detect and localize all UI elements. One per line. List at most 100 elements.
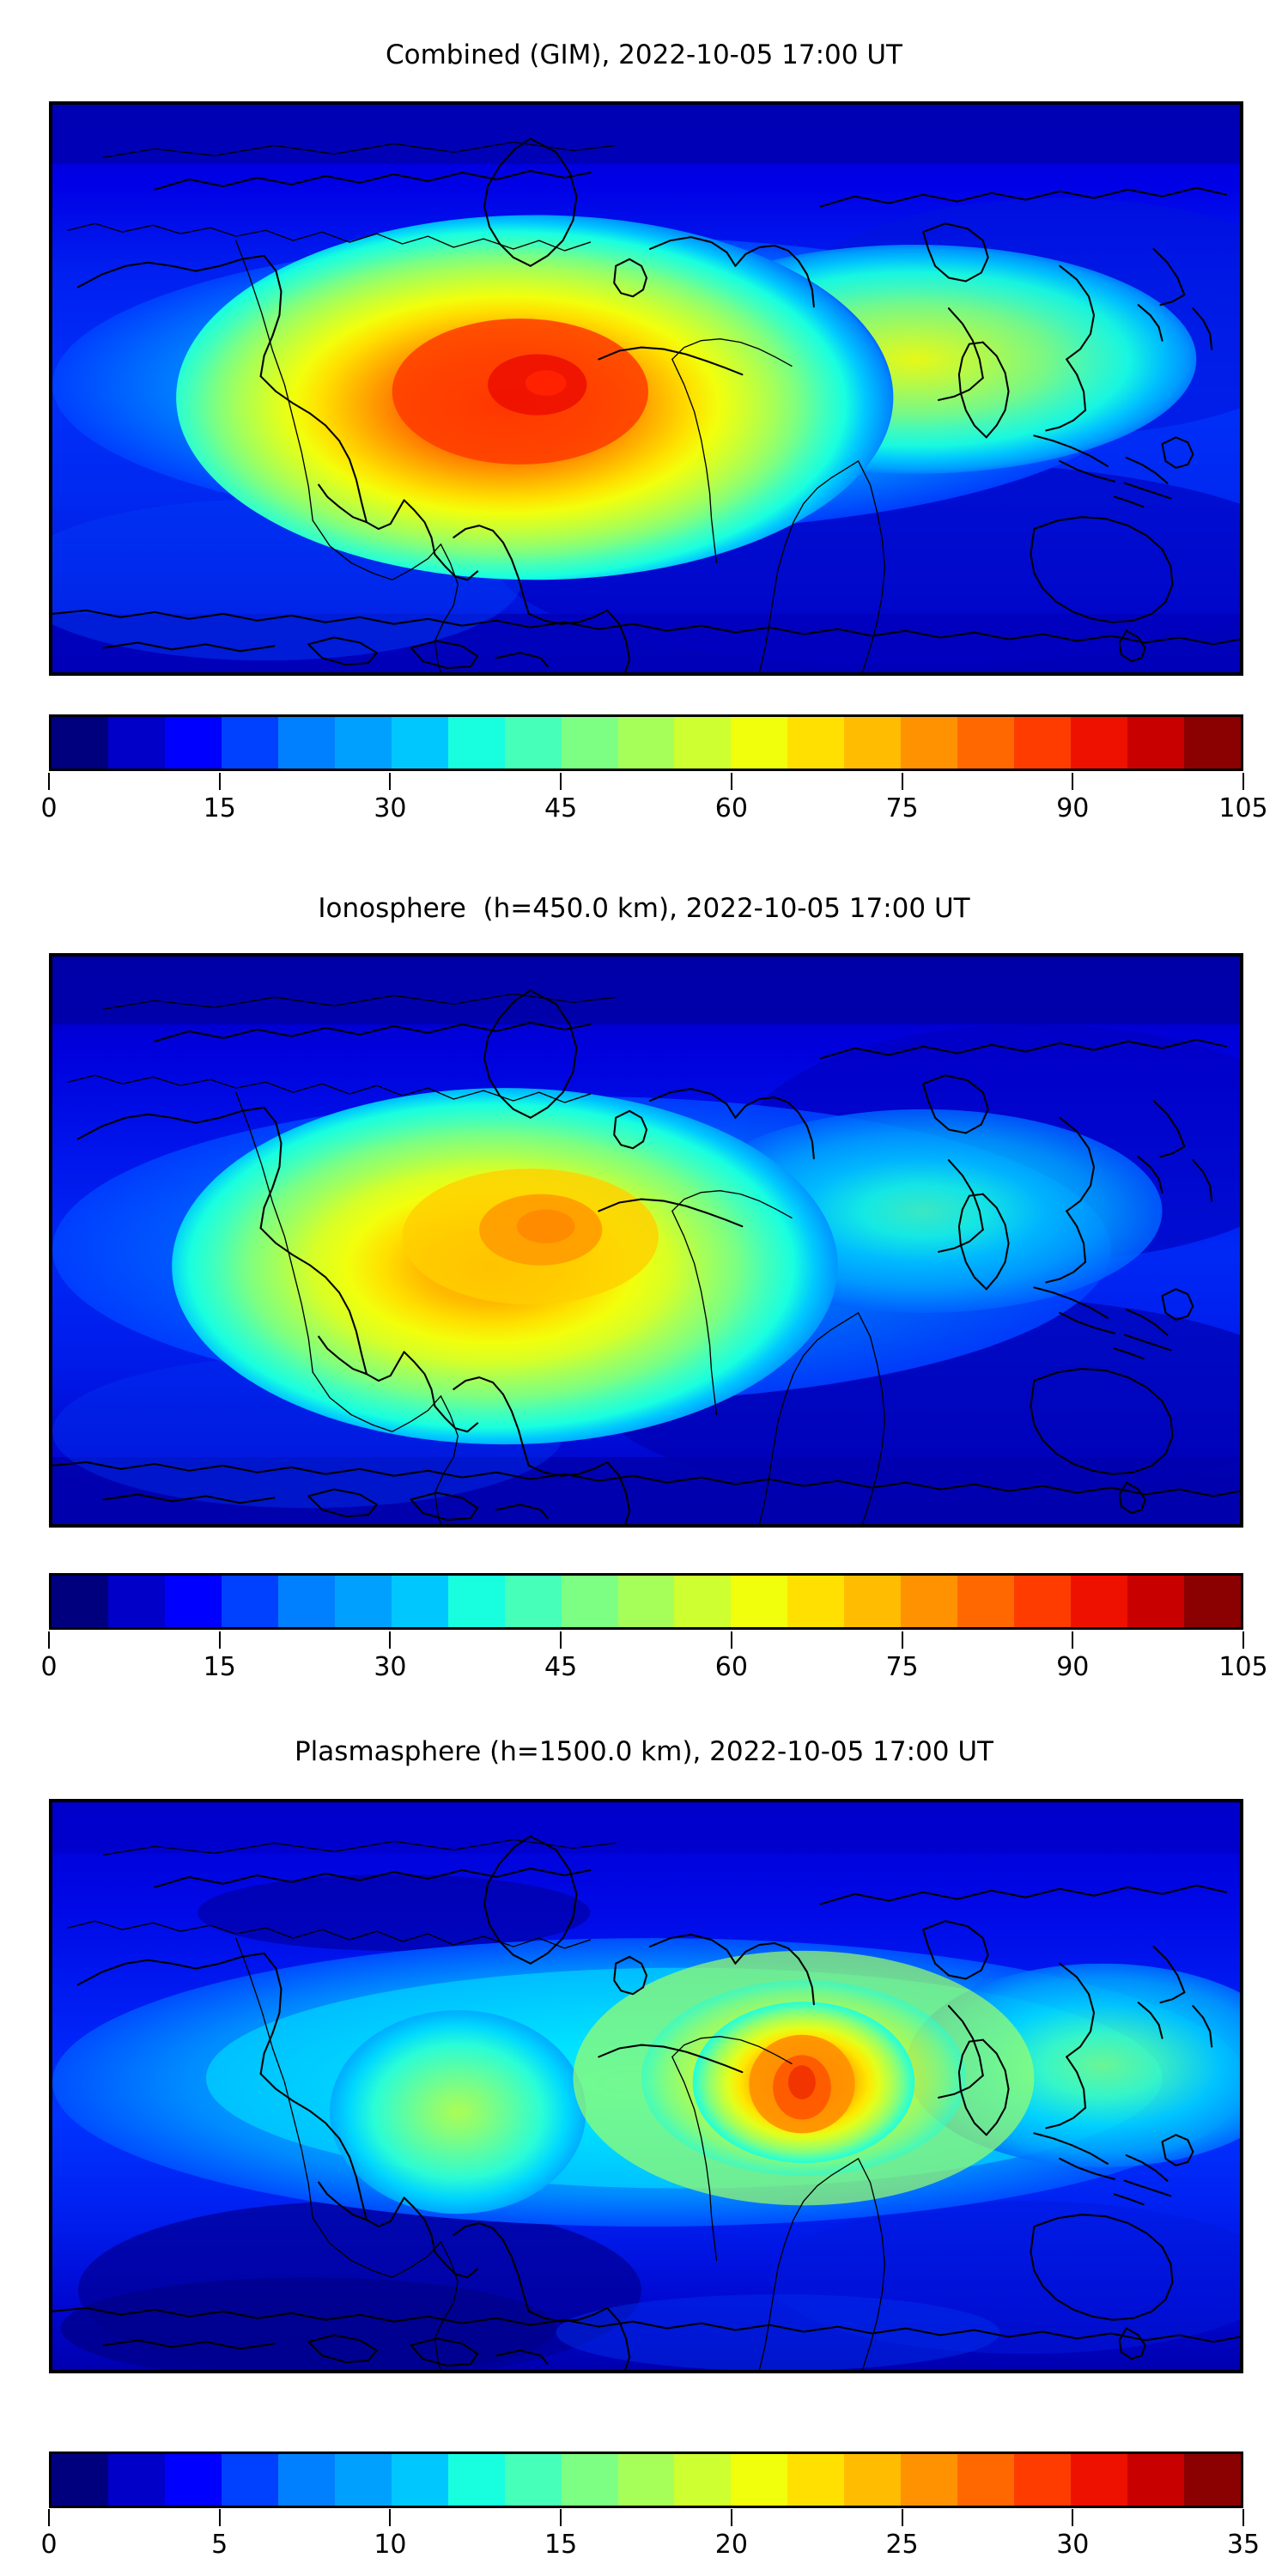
panel-title-ionosphere: Ionosphere (h=450.0 km), 2022-10-05 17:0…	[318, 893, 970, 924]
panel-title-combined: Combined (GIM), 2022-10-05 17:00 UT	[386, 39, 902, 70]
colorbar-tick-3	[560, 2509, 562, 2526]
colorbar-tick-5	[901, 2509, 903, 2526]
colorbar-segment-3	[221, 2454, 278, 2506]
colorbar-tick-label-4: 20	[714, 2530, 748, 2560]
map-canvas-combined	[52, 105, 1240, 672]
colorbar-tick-0	[48, 1631, 50, 1649]
colorbar-tick-label-3: 45	[544, 793, 578, 823]
colorbar-segment-18	[1071, 2454, 1128, 2506]
colorbar-tick-0	[48, 2509, 50, 2526]
colorbar-tick-label-2: 30	[374, 1652, 407, 1682]
colorbar-segment-10	[617, 717, 675, 769]
colorbar-ticks-plasmasphere	[48, 2509, 1244, 2528]
colorbar-segment-8	[504, 717, 562, 769]
colorbar-tick-4	[730, 1631, 732, 1649]
panel-title-plasmasphere: Plasmasphere (h=1500.0 km), 2022-10-05 1…	[294, 1736, 993, 1767]
colorbar-labels-plasmasphere: 0 5 10 15 20 25 30 35	[0, 2530, 1288, 2564]
colorbar-tick-2	[389, 1631, 392, 1649]
colorbar-segment-7	[447, 1576, 505, 1627]
colorbar-tick-7	[1242, 1631, 1244, 1649]
colorbar-tick-label-4: 60	[714, 1652, 748, 1682]
colorbar-segment-4	[277, 717, 335, 769]
colorbar-ionosphere	[49, 1573, 1243, 1630]
colorbar-segment-4	[277, 2454, 335, 2506]
coastlines-detail-plasmasphere	[52, 1835, 1240, 2370]
colorbar-segment-8	[504, 1576, 562, 1627]
colorbar-labels-combined: 0 15 30 45 60 75 90 105	[0, 793, 1288, 828]
colorbar-tick-1	[218, 2509, 221, 2526]
colorbar-segment-18	[1071, 717, 1128, 769]
colorbar-segment-10	[617, 2454, 675, 2506]
colorbar-segment-5	[334, 2454, 392, 2506]
colorbar-tick-label-0: 0	[40, 793, 58, 823]
colorbar-bar-ionosphere	[49, 1573, 1243, 1630]
colorbar-segment-20	[1184, 2454, 1242, 2506]
colorbar-tick-3	[560, 1631, 562, 1649]
coastlines-detail-ionosphere	[52, 989, 1240, 1524]
colorbar-bar-plasmasphere	[49, 2451, 1243, 2508]
map-canvas-ionosphere	[52, 957, 1240, 1524]
colorbar-tick-1	[218, 1631, 221, 1649]
colorbar-segment-16	[957, 2454, 1015, 2506]
colorbar-tick-2	[389, 2509, 392, 2526]
colorbar-cells-ionosphere	[52, 1576, 1242, 1627]
colorbar-tick-7	[1242, 773, 1244, 790]
colorbar-tick-label-0: 0	[40, 1652, 58, 1682]
colorbar-segment-13	[787, 1576, 845, 1627]
colorbar-tick-label-1: 15	[203, 1652, 236, 1682]
colorbar-ticks-combined	[48, 773, 1244, 792]
colorbar-tick-6	[1072, 773, 1074, 790]
colorbar-segment-2	[164, 1576, 222, 1627]
colorbar-segment-6	[391, 717, 448, 769]
colorbar-tick-label-2: 10	[374, 2530, 407, 2560]
colorbar-segment-14	[844, 717, 902, 769]
colorbar-segment-7	[447, 717, 505, 769]
colorbar-segment-0	[52, 717, 108, 769]
colorbar-segment-16	[957, 1576, 1015, 1627]
colorbar-segment-11	[674, 1576, 732, 1627]
colorbar-segment-15	[901, 2454, 958, 2506]
colorbar-segment-19	[1127, 717, 1185, 769]
colorbar-segment-11	[674, 717, 732, 769]
colorbar-segment-12	[731, 2454, 788, 2506]
colorbar-segment-3	[221, 717, 278, 769]
colorbar-segment-17	[1014, 717, 1072, 769]
colorbar-tick-label-1: 15	[203, 793, 236, 823]
colorbar-segment-1	[107, 2454, 165, 2506]
colorbar-tick-3	[560, 773, 562, 790]
colorbar-tick-7	[1242, 2509, 1244, 2526]
colorbar-tick-label-5: 75	[885, 793, 919, 823]
colorbar-segment-1	[107, 717, 165, 769]
colorbar-segment-2	[164, 717, 222, 769]
colorbar-tick-label-3: 15	[544, 2530, 578, 2560]
colorbar-tick-label-1: 5	[211, 2530, 228, 2560]
colorbar-tick-5	[901, 773, 903, 790]
colorbar-segment-19	[1127, 1576, 1185, 1627]
colorbar-tick-label-3: 45	[544, 1652, 578, 1682]
colorbar-segment-9	[561, 717, 618, 769]
colorbar-segment-7	[447, 2454, 505, 2506]
colorbar-tick-label-0: 0	[40, 2530, 58, 2560]
coastlines-detail-combined	[52, 137, 1240, 672]
colorbar-tick-2	[389, 773, 392, 790]
colorbar-ticks-ionosphere	[48, 1631, 1244, 1650]
colorbar-segment-15	[901, 717, 958, 769]
colorbar-tick-label-6: 30	[1056, 2530, 1090, 2560]
colorbar-segment-9	[561, 2454, 618, 2506]
colorbar-plasmasphere	[49, 2451, 1243, 2508]
colorbar-segment-17	[1014, 1576, 1072, 1627]
colorbar-segment-11	[674, 2454, 732, 2506]
colorbar-cells-plasmasphere	[52, 2454, 1242, 2506]
colorbar-segment-20	[1184, 1576, 1242, 1627]
coastlines-ionosphere	[67, 993, 886, 1524]
colorbar-tick-6	[1072, 2509, 1074, 2526]
colorbar-labels-ionosphere: 0 15 30 45 60 75 90 105	[0, 1652, 1288, 1686]
map-canvas-plasmasphere	[52, 1802, 1240, 2370]
colorbar-segment-6	[391, 2454, 448, 2506]
colorbar-segment-15	[901, 1576, 958, 1627]
colorbar-segment-10	[617, 1576, 675, 1627]
colorbar-tick-label-5: 75	[885, 1652, 919, 1682]
colorbar-segment-2	[164, 2454, 222, 2506]
colorbar-segment-16	[957, 717, 1015, 769]
